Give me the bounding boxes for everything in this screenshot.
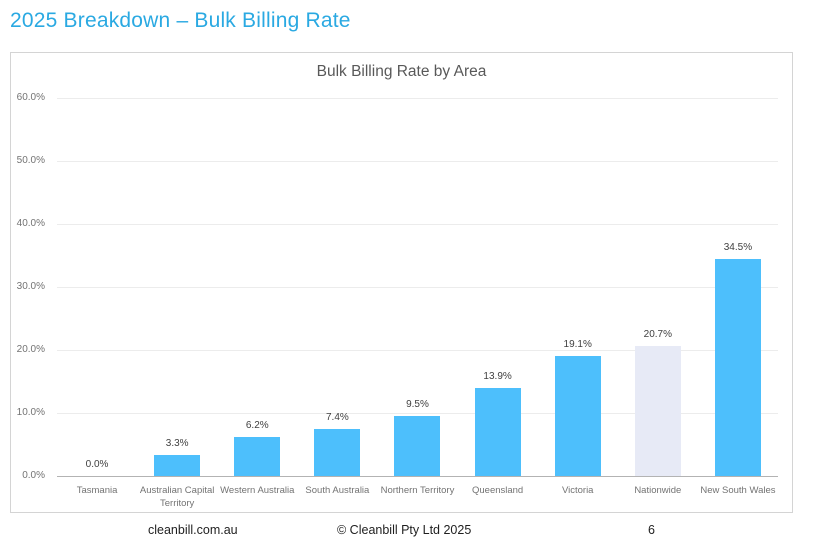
bar-western-australia — [234, 436, 281, 476]
bar-column: 7.4% South Australia — [297, 98, 377, 496]
value-label: 7.4% — [325, 412, 349, 424]
x-axis-label: Western Australia — [220, 485, 295, 496]
x-axis-label: Nationwide — [634, 485, 682, 496]
bar-column: 0.0% Tasmania — [57, 98, 137, 496]
bar-south-australia — [314, 429, 361, 476]
value-label: 9.5% — [406, 399, 429, 411]
x-axis-line — [57, 476, 778, 477]
value-label: 13.9% — [483, 371, 512, 383]
footer-website: cleanbill.com.au — [148, 523, 238, 537]
bar-column: 20.7% Nationwide — [618, 98, 698, 496]
bar-new-south-wales — [714, 258, 761, 476]
bar-northern-territory — [394, 416, 441, 476]
footer-page-number: 6 — [648, 523, 655, 537]
bar-column: 19.1% Victoria — [538, 98, 618, 496]
bar-australian-capital-territory — [154, 455, 201, 476]
y-tick-label: 10.0% — [16, 407, 45, 418]
bar-column: 9.5% Northern Territory — [377, 98, 457, 496]
bar-column: 34.5% New South Wales — [698, 98, 778, 496]
value-label: 6.2% — [245, 419, 269, 431]
footer-copyright: © Cleanbill Pty Ltd 2025 — [337, 523, 472, 537]
x-axis-label: Queensland — [471, 485, 524, 496]
x-axis-label: Victoria — [561, 485, 594, 496]
bar-queensland — [474, 388, 521, 476]
x-axis-label: Tasmania — [76, 485, 118, 496]
x-axis-label: South Australia — [305, 485, 370, 496]
x-axis-label: New South Wales — [700, 485, 776, 496]
gridline — [57, 98, 778, 99]
value-label: 34.5% — [723, 241, 753, 253]
value-label: 0.0% — [85, 459, 109, 470]
gridline — [57, 413, 778, 414]
gridline — [57, 161, 778, 162]
bar-column: 6.2% Western Australia — [217, 98, 297, 496]
gridline — [57, 350, 778, 351]
y-tick-label: 30.0% — [16, 281, 45, 292]
plot-area: 0.0% 10.0% 20.0% 30.0% 40.0% 50.0% 60.0% 0.0% Ta… — [17, 92, 778, 509]
bar-column: 3.3% Australian Capital Territory — [137, 98, 217, 509]
x-axis-label: Northern Territory — [380, 485, 455, 496]
bar-column: 13.9% Queensland — [458, 98, 538, 496]
y-tick-label: 50.0% — [16, 155, 45, 166]
value-label: 19.1% — [563, 338, 592, 350]
y-tick-label: 20.0% — [16, 344, 45, 355]
value-label: 20.7% — [643, 328, 672, 340]
chart-card: Bulk Billing Rate by Area 0.0% 10.0% 20.0%… — [10, 52, 793, 513]
y-tick-label: 40.0% — [16, 218, 45, 229]
bar-victoria — [554, 355, 601, 476]
y-tick-label: 60.0% — [16, 92, 45, 103]
x-axis-label: Australian Capital Territory — [139, 485, 215, 509]
bar-nationwide — [634, 345, 681, 476]
gridline — [57, 287, 778, 288]
chart-title: Bulk Billing Rate by Area — [316, 63, 487, 80]
y-tick-label: 0.0% — [22, 470, 45, 481]
page-title: 2025 Breakdown – Bulk Billing Rate — [10, 9, 351, 32]
page-footer: cleanbill.com.au © Cleanbill Pty Ltd 202… — [0, 521, 817, 541]
value-label: 3.3% — [165, 438, 189, 450]
gridline — [57, 224, 778, 225]
